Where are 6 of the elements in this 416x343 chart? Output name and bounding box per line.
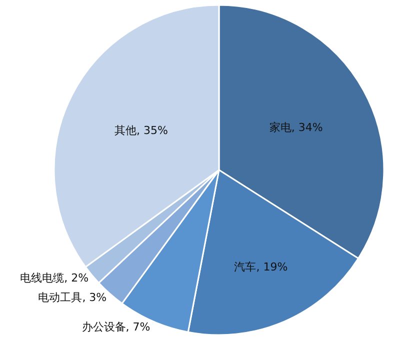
- slice-label: 电线电缆, 2%: [20, 271, 89, 284]
- slice-label: 电动工具, 3%: [38, 290, 107, 304]
- slice-label: 办公设备, 7%: [82, 320, 150, 334]
- slice-label: 汽车, 19%: [234, 260, 288, 274]
- slice-label: 家电, 34%: [269, 121, 323, 134]
- slice-label: 其他, 35%: [114, 124, 168, 137]
